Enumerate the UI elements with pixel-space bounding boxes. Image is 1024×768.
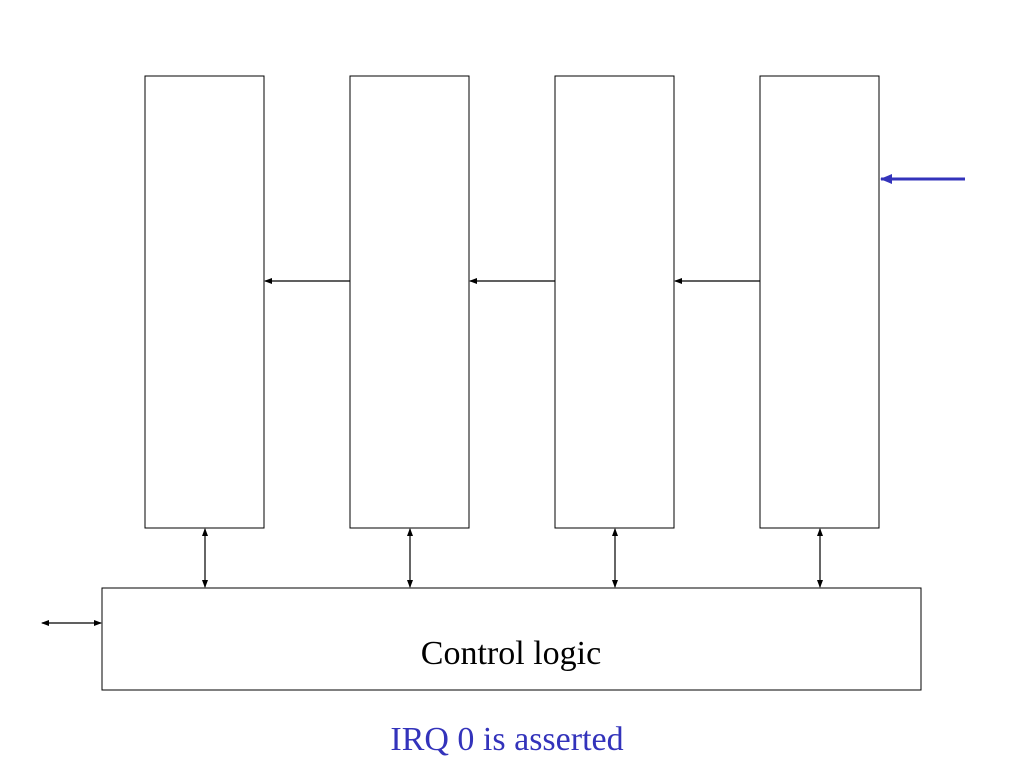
- arrows: [41, 278, 823, 626]
- register-box: [144, 75, 265, 529]
- register-box: [759, 75, 880, 529]
- caption: IRQ 0 is asserted: [390, 721, 623, 758]
- register-box: [554, 75, 675, 529]
- control-logic-label: Control logic: [421, 635, 601, 672]
- register-boxes: [144, 75, 880, 529]
- control-logic-box: [101, 587, 922, 691]
- register-box: [349, 75, 470, 529]
